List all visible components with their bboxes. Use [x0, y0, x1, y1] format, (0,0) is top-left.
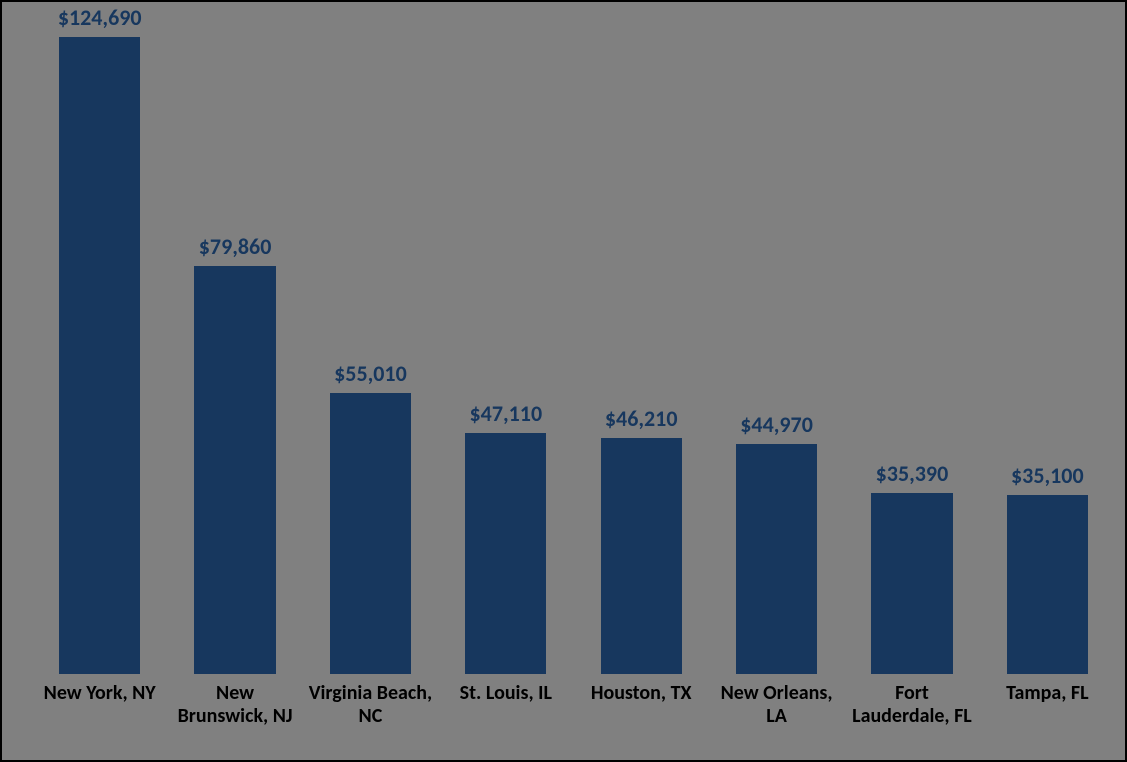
bar-value-label: $35,100: [980, 462, 1115, 489]
chart-frame: $124,690 $79,860 $55,010$47,110$46,210$44,…: [0, 0, 1127, 762]
bar-value-label: $35,390: [844, 460, 979, 487]
category-label: St. Louis, IL: [441, 682, 571, 705]
bar: [59, 37, 140, 674]
bar: [330, 393, 411, 674]
bar-value-label: $55,010: [303, 360, 438, 387]
bar-value-label: $44,970: [709, 411, 844, 438]
category-label: Virginia Beach, NC: [305, 682, 435, 728]
category-label: New York, NY: [35, 682, 165, 705]
bar: [601, 438, 682, 674]
bar: [194, 266, 275, 674]
category-label: Fort Lauderdale, FL: [847, 682, 977, 728]
bar: [736, 444, 817, 674]
bar-value-label: $124,690: [32, 4, 167, 31]
bar-value-label: $79,860: [167, 233, 302, 260]
bar: [871, 493, 952, 674]
category-label: Houston, TX: [576, 682, 706, 705]
bar: [465, 433, 546, 674]
category-label: Tampa, FL: [982, 682, 1112, 705]
category-label: New Brunswick, NJ: [170, 682, 300, 728]
bar: [1007, 495, 1088, 674]
category-label: New Orleans, LA: [712, 682, 842, 728]
plot-area: $124,690$79,860$55,010$47,110$46,210$44,…: [32, 10, 1115, 674]
bar-value-label: $47,110: [438, 400, 573, 427]
bar-value-label: $46,210: [574, 405, 709, 432]
